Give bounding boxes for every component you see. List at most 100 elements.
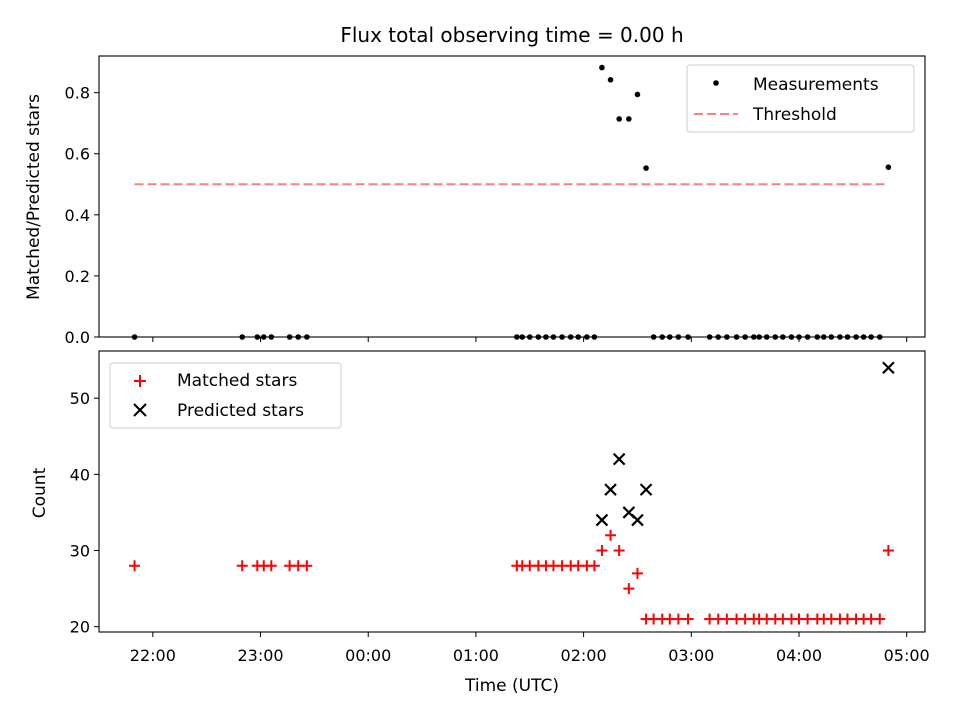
- measurement-point: [772, 334, 779, 340]
- top-axes-frame: [98, 55, 926, 338]
- bottom-axes-frame: [98, 350, 926, 633]
- matched-star-point: [802, 613, 814, 625]
- matched-star-point: [882, 545, 894, 557]
- measurement-point: [254, 334, 261, 340]
- legend-matched-label: Matched stars: [177, 371, 297, 391]
- measurement-point: [659, 334, 666, 340]
- measurement-point: [559, 334, 565, 340]
- top-y-tick-label: 0.0: [65, 328, 90, 347]
- legend-predicted-label: Predicted stars: [177, 401, 304, 421]
- measurement-point: [742, 334, 748, 340]
- measurement-point: [634, 91, 641, 98]
- predicted-star-point: [595, 513, 609, 527]
- measurement-point: [650, 334, 657, 340]
- measurement-point: [853, 334, 859, 340]
- measurement-point: [796, 334, 802, 340]
- measurement-point: [763, 334, 770, 340]
- matched-star-point: [874, 613, 886, 625]
- measurement-point: [780, 334, 786, 340]
- measurement-point: [304, 334, 310, 340]
- matched-star-point: [265, 560, 277, 572]
- measurement-point: [131, 334, 138, 340]
- x-tick-label: 00:00: [345, 646, 391, 665]
- measurement-point: [295, 334, 302, 340]
- predicted-star-point: [631, 513, 644, 527]
- measurement-point: [535, 334, 542, 340]
- measurement-point: [685, 334, 691, 340]
- bottom-y-tick-label: 40: [70, 465, 90, 484]
- x-tick-label: 04:00: [776, 646, 822, 665]
- measurement-point: [837, 334, 843, 340]
- measurement-point: [514, 334, 520, 340]
- legend-predicted-marker: [133, 403, 147, 417]
- x-tick-label: 05:00: [884, 646, 930, 665]
- legend-measurements-marker: [713, 80, 719, 86]
- measurement-point: [788, 334, 795, 340]
- predicted-star-point: [639, 483, 653, 496]
- measurement-point: [519, 334, 526, 340]
- measurement-point: [550, 334, 557, 340]
- matched-star-point: [588, 560, 600, 572]
- measurement-point: [715, 334, 722, 340]
- measurement-point: [286, 334, 293, 340]
- top-y-tick-label: 0.6: [65, 145, 90, 164]
- measurement-point: [591, 334, 598, 340]
- measurement-point: [260, 334, 267, 340]
- measurement-point: [599, 64, 605, 71]
- measurement-point: [666, 334, 673, 340]
- matched-star-point: [301, 560, 313, 572]
- measurement-point: [876, 334, 883, 340]
- matched-star-point: [682, 613, 694, 625]
- top-y-tick-label: 0.8: [65, 84, 90, 103]
- bottom-y-tick-label: 50: [70, 389, 90, 408]
- top-plot-area: 0.0 0.2 0.4 0.6 0.8: [65, 55, 926, 347]
- measurement-point: [643, 165, 649, 171]
- legend-matched-marker: [134, 375, 146, 387]
- matched-star-point: [631, 567, 643, 579]
- measurement-point: [607, 77, 614, 83]
- bottom-y-axis-label: Count: [30, 467, 50, 518]
- measurement-point: [733, 334, 740, 340]
- matched-star-point: [721, 613, 733, 625]
- bottom-plot-area: 20 30 40 50 22:00 23:00 00:00 01:00 02:00 03:00 04…: [70, 350, 930, 665]
- matched-star-point: [129, 560, 141, 572]
- measurement-point: [724, 334, 730, 340]
- x-tick-label: 01:00: [453, 646, 499, 665]
- measurement-point: [626, 116, 632, 122]
- matched-star-point: [672, 613, 684, 625]
- top-legend-box: [686, 64, 915, 133]
- top-y-tick-label: 0.4: [65, 206, 90, 225]
- measurement-point: [756, 334, 762, 340]
- x-tick-label: 02:00: [561, 646, 607, 665]
- matched-star-point: [613, 545, 625, 557]
- measurement-point: [526, 334, 533, 340]
- measurement-point: [868, 334, 874, 340]
- x-tick-label: 03:00: [668, 646, 714, 665]
- matched-star-point: [623, 583, 635, 595]
- measurement-point: [828, 334, 835, 340]
- measurement-point: [844, 334, 851, 340]
- x-tick-label: 22:00: [130, 646, 176, 665]
- bottom-legend-box: [109, 362, 342, 429]
- measurement-point: [804, 334, 811, 340]
- predicted-star-point: [612, 452, 626, 466]
- measurement-point: [268, 334, 275, 340]
- measurement-point: [860, 334, 867, 340]
- measurement-point: [584, 334, 590, 340]
- bottom-legend: Matched stars Predicted stars: [109, 362, 342, 429]
- legend-threshold-label: Threshold: [752, 105, 837, 125]
- bottom-y-tick-label: 30: [70, 542, 90, 561]
- measurement-point: [706, 334, 713, 340]
- measurement-point: [567, 334, 574, 340]
- measurement-point: [616, 116, 622, 122]
- measurement-point: [820, 334, 827, 340]
- top-y-axis-label: Matched/Predicted stars: [24, 94, 44, 300]
- matched-star-point: [236, 560, 248, 572]
- measurement-point: [885, 164, 892, 170]
- legend-measurements-label: Measurements: [753, 75, 879, 95]
- measurement-point: [750, 334, 757, 340]
- matched-star-point: [596, 545, 608, 557]
- x-axis-label: Time (UTC): [464, 676, 559, 696]
- x-tick-label: 23:00: [237, 646, 283, 665]
